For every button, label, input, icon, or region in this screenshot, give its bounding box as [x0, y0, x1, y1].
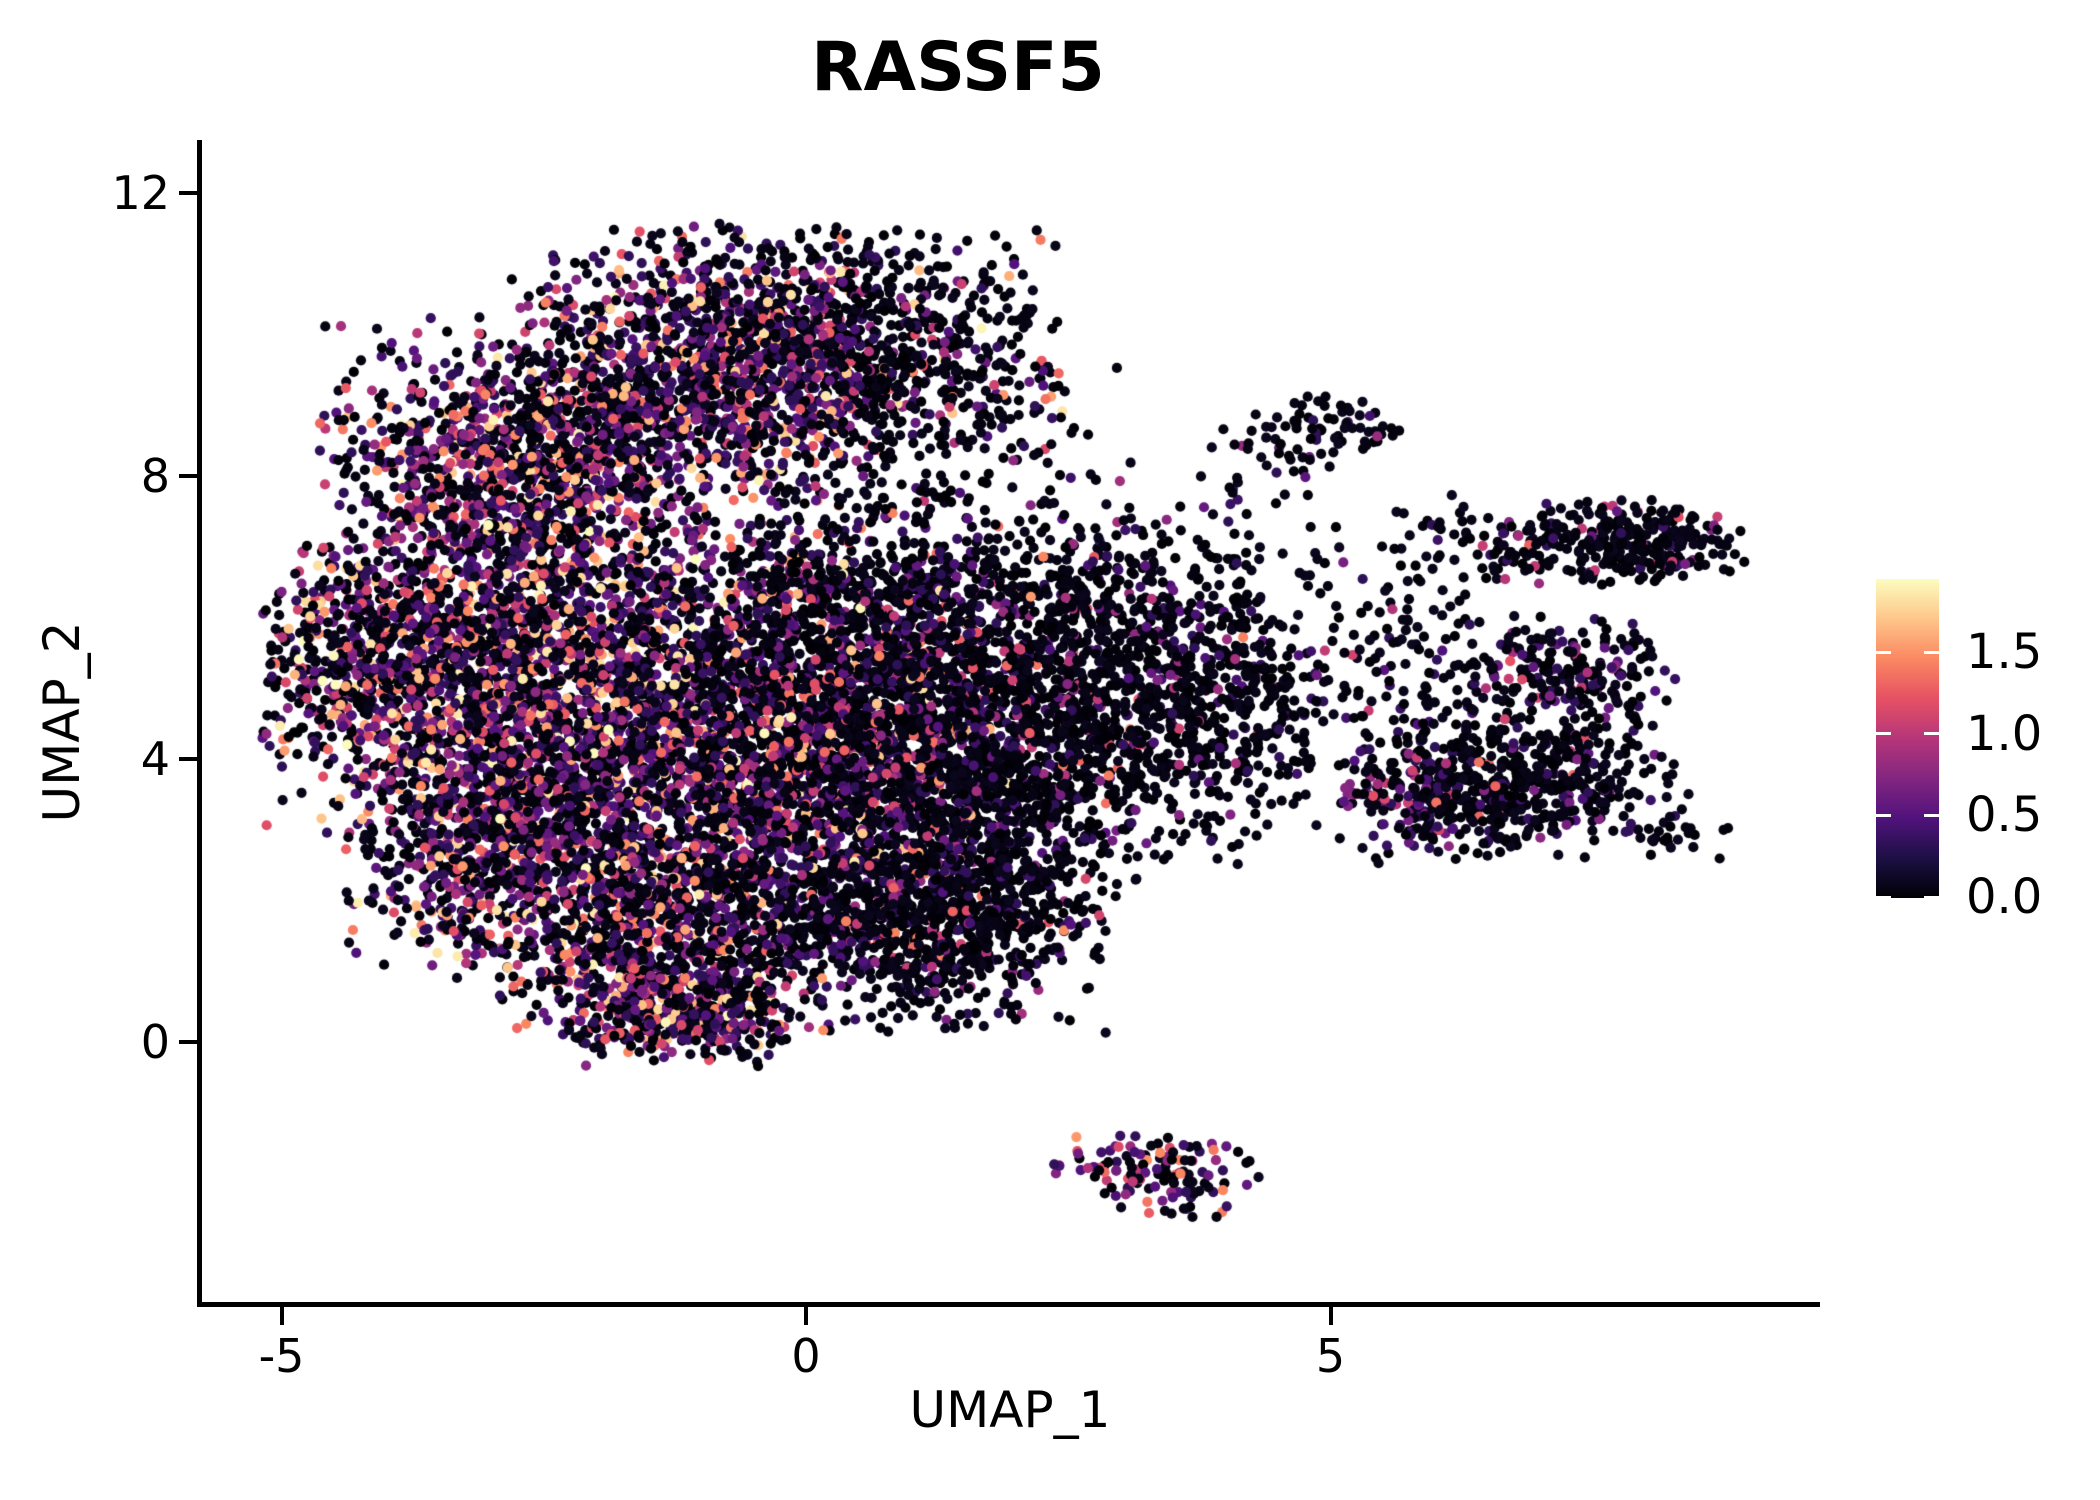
- y-tick-label: 12: [111, 166, 170, 220]
- colorbar-tick-mark: [1876, 732, 1891, 736]
- y-axis-line: [197, 140, 202, 1307]
- colorbar-tick-mark: [1924, 650, 1939, 654]
- y-tick-label: 8: [140, 449, 170, 503]
- y-tick-mark: [179, 1040, 197, 1044]
- colorbar-tick-mark: [1876, 650, 1891, 654]
- colorbar-tick-label: 0.5: [1966, 787, 2043, 844]
- x-axis-line: [197, 1302, 1820, 1307]
- y-tick-mark: [179, 474, 197, 478]
- y-tick-label: 0: [140, 1015, 170, 1069]
- x-tick-label: -5: [258, 1329, 305, 1383]
- colorbar-tick-mark: [1924, 732, 1939, 736]
- x-tick-mark: [1328, 1307, 1333, 1325]
- x-tick-label: 5: [1315, 1329, 1346, 1383]
- plot-title: RASSF5: [811, 28, 1105, 107]
- colorbar-tick-label: 1.0: [1966, 705, 2043, 762]
- colorbar-tick-mark: [1924, 895, 1939, 899]
- x-tick-label: 0: [791, 1329, 821, 1383]
- x-tick-mark: [279, 1307, 284, 1325]
- y-tick-mark: [179, 757, 197, 761]
- colorbar-tick-label: 1.5: [1966, 624, 2043, 681]
- x-tick-mark: [804, 1307, 808, 1325]
- x-axis-label: UMAP_1: [909, 1381, 1111, 1439]
- colorbar-tick-label: 0.0: [1966, 869, 2043, 925]
- y-axis-label: UMAP_2: [33, 621, 91, 823]
- colorbar-tick-mark: [1876, 813, 1891, 817]
- y-tick-mark: [179, 191, 197, 195]
- colorbar-tick-mark: [1876, 895, 1891, 899]
- y-tick-label: 4: [140, 732, 170, 786]
- colorbar-gradient: [1876, 579, 1939, 898]
- colorbar-tick-mark: [1924, 813, 1939, 817]
